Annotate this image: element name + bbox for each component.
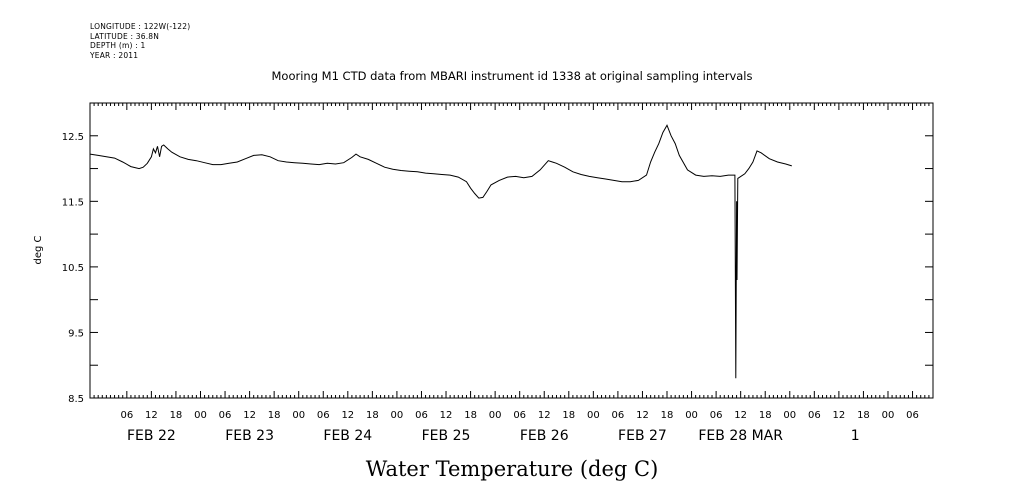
latitude-label: LATITUDE : 36.8N (90, 31, 160, 41)
x-tick-label: 18 (268, 410, 281, 421)
x-tick-label: 00 (489, 410, 502, 421)
x-date-label: FEB 23 (225, 428, 274, 444)
x-tick-label: 12 (636, 410, 649, 421)
year-label: YEAR : 2011 (90, 50, 139, 60)
y-tick-label: 10.5 (62, 263, 84, 274)
y-tick-label: 8.5 (68, 394, 84, 405)
temperature-series-line (89, 124, 792, 379)
x-date-label: FEB 27 (618, 428, 667, 444)
chart-title: Mooring M1 CTD data from MBARI instrumen… (272, 69, 753, 83)
depth-label: DEPTH (m) : 1 (90, 41, 146, 50)
x-tick-label: 12 (833, 410, 846, 421)
x-tick-label: 18 (562, 410, 575, 421)
x-tick-label: 12 (538, 410, 551, 421)
x-tick-label: 06 (317, 410, 330, 421)
x-tick-label: 06 (710, 410, 723, 421)
y-tick-label: 9.5 (68, 328, 84, 339)
x-tick-label: 00 (292, 410, 305, 421)
x-axis-title: Water Temperature (deg C) (366, 457, 659, 481)
x-tick-label: 06 (120, 410, 133, 421)
x-tick-label: 00 (685, 410, 698, 421)
x-date-label: FEB 24 (323, 428, 372, 444)
x-tick-label: 18 (661, 410, 674, 421)
x-date-label: FEB 22 (127, 428, 176, 444)
x-tick-label: 00 (882, 410, 895, 421)
x-tick-label: 06 (219, 410, 232, 421)
x-tick-label: 12 (145, 410, 158, 421)
x-tick-label: 06 (906, 410, 919, 421)
x-tick-label: 06 (415, 410, 428, 421)
x-tick-label: 00 (587, 410, 600, 421)
metadata-block: LONGITUDE : 122W(-122) LATITUDE : 36.8N … (90, 22, 190, 60)
x-date-label: FEB 26 (520, 428, 569, 444)
x-tick-label: 18 (759, 410, 772, 421)
y-axis: 12.5 11.5 10.5 9.5 8.5 (62, 102, 933, 405)
x-tick-label: 12 (734, 410, 747, 421)
x-tick-label: 18 (464, 410, 477, 421)
x-tick-label: 18 (170, 410, 183, 421)
x-axis: 06 12 18 00 06 12 18 00 06 12 18 00 06 12 18 00 06 12 18 00… (89, 103, 934, 444)
x-tick-label: 00 (391, 410, 404, 421)
x-tick-label: 00 (783, 410, 796, 421)
y-tick-label: 12.5 (62, 132, 84, 143)
x-date-label: FEB 25 (422, 428, 471, 444)
longitude-label: LONGITUDE : 122W(-122) (90, 22, 191, 31)
series-layer (89, 124, 792, 379)
x-tick-label: 06 (513, 410, 526, 421)
x-tick-label: 18 (857, 410, 870, 421)
y-axis-title: deg C (33, 235, 44, 264)
x-tick-label: 12 (440, 410, 453, 421)
x-tick-label: 12 (243, 410, 256, 421)
y-tick-label: 11.5 (62, 197, 84, 208)
x-tick-label: 00 (194, 410, 207, 421)
x-date-label: 1 (851, 428, 860, 444)
plot-frame (89, 102, 934, 399)
x-tick-label: 12 (341, 410, 354, 421)
x-tick-label: 06 (808, 410, 821, 421)
x-tick-label: 18 (366, 410, 379, 421)
x-date-label: FEB 28 MAR (698, 428, 783, 444)
x-tick-label: 06 (612, 410, 625, 421)
